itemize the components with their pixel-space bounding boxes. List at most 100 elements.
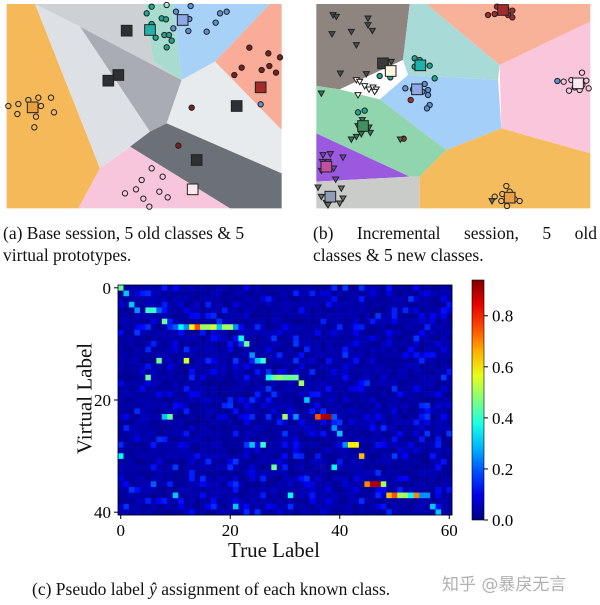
heatmap-cell (298, 346, 305, 353)
heatmap-cell (178, 296, 185, 303)
heatmap-cell (435, 335, 442, 342)
heatmap-cell (271, 458, 278, 465)
heatmap-cell (139, 397, 146, 404)
heatmap-cell (331, 301, 338, 308)
heatmap-cell (402, 352, 409, 359)
heatmap-cell (260, 335, 267, 342)
heatmap-cell (342, 436, 349, 443)
heatmap-cell (397, 425, 404, 432)
heatmap-cell (364, 307, 371, 314)
heatmap-cell (287, 464, 294, 471)
heatmap-cell (205, 346, 212, 353)
heatmap-cell (200, 380, 206, 387)
heatmap-cell (254, 318, 261, 325)
heatmap-cell (156, 385, 163, 392)
heatmap-cell (353, 285, 360, 291)
heatmap-cell (430, 492, 436, 499)
heatmap-cell (347, 313, 354, 319)
heatmap-cell (254, 380, 261, 387)
heatmap-cell (419, 425, 425, 432)
heatmap-cell (391, 341, 398, 348)
heatmap-cell (315, 481, 321, 488)
heatmap-cell (260, 436, 267, 443)
heatmap-cell (189, 380, 195, 387)
heatmap-cell (408, 492, 414, 499)
heatmap-cell (391, 296, 398, 303)
heatmap-cell (227, 442, 234, 448)
heatmap-cell (178, 442, 185, 448)
heatmap-cell (304, 425, 310, 432)
heatmap-cell (441, 509, 447, 516)
heatmap-cell (337, 503, 343, 510)
heatmap-cell (265, 380, 272, 387)
heatmap-cell (369, 374, 376, 381)
heatmap-cell (347, 296, 354, 303)
heatmap-cell (375, 324, 382, 331)
heatmap-cell (238, 486, 245, 493)
heatmap-cell (309, 447, 316, 454)
heatmap-cell (183, 324, 190, 331)
heatmap-cell (249, 470, 256, 477)
heatmap-cell (150, 425, 157, 432)
heatmap-cell (194, 492, 201, 499)
heatmap-cell (254, 335, 261, 342)
heatmap-cell (265, 475, 272, 482)
heatmap-cell (337, 313, 343, 319)
heatmap-cell (358, 430, 365, 437)
heatmap-cell (145, 307, 152, 314)
heatmap-cell (216, 391, 223, 398)
heatmap-cell (331, 346, 338, 353)
heatmap-cell (282, 414, 289, 420)
heatmap-cell (408, 313, 414, 319)
heatmap-cell (435, 285, 442, 291)
heatmap-cell (369, 470, 376, 477)
heatmap-cell (145, 436, 152, 443)
sample-point (188, 104, 195, 111)
heatmap-cell (183, 363, 190, 370)
heatmap-cell (183, 453, 190, 460)
heatmap-cell (128, 397, 135, 404)
heatmap-cell (227, 492, 234, 499)
heatmap-cell (238, 391, 245, 398)
heatmap-cell (145, 453, 152, 460)
heatmap-cell (150, 341, 157, 348)
heatmap-cell (249, 301, 256, 308)
heatmap-cell (435, 492, 442, 499)
heatmap-cell (391, 391, 398, 398)
heatmap-cell (118, 307, 124, 314)
heatmap-cell (178, 352, 185, 359)
heatmap-cell (347, 481, 354, 488)
heatmap-cell (161, 301, 168, 308)
heatmap-cell (156, 391, 163, 398)
heatmap-cell (309, 408, 316, 415)
heatmap-cell (189, 425, 195, 432)
heatmap-cell (189, 419, 195, 426)
heatmap-cell (238, 296, 245, 303)
y-axis-label: Virtual Label (72, 342, 97, 455)
heatmap-cell (326, 391, 332, 398)
heatmap-cell (309, 296, 316, 303)
heatmap-cell (200, 313, 206, 319)
heatmap-cell (183, 329, 190, 336)
heatmap-cell (249, 391, 256, 398)
heatmap-cell (326, 335, 332, 342)
heatmap-cell (375, 430, 382, 437)
heatmap-cell (375, 290, 382, 297)
heatmap-cell (347, 285, 354, 291)
heatmap-cell (156, 458, 163, 465)
heatmap-cell (287, 436, 294, 443)
heatmap-cell (337, 436, 343, 443)
heatmap-cell (397, 498, 404, 505)
heatmap-cell (178, 363, 185, 370)
heatmap-cell (391, 470, 398, 477)
heatmap-cell (118, 301, 124, 308)
heatmap-cell (304, 442, 310, 448)
heatmap-cell (265, 470, 272, 477)
heatmap-cell (161, 509, 168, 516)
heatmap-cell (326, 492, 332, 499)
heatmap-cell (216, 458, 223, 465)
sample-point (361, 107, 368, 114)
heatmap-cell (205, 397, 212, 404)
heatmap-cell (282, 290, 289, 297)
heatmap-cell (380, 385, 387, 392)
